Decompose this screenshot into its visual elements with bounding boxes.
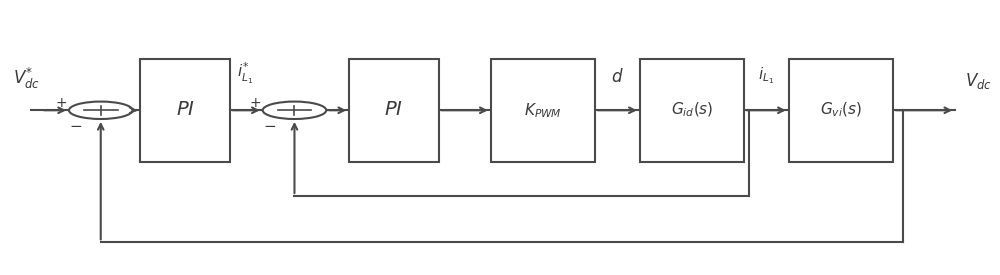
Circle shape	[263, 101, 326, 119]
Text: $d$: $d$	[611, 68, 624, 86]
Text: $-$: $-$	[69, 118, 82, 132]
Text: $+$: $+$	[55, 97, 67, 111]
Text: $PI$: $PI$	[176, 101, 195, 119]
Text: $+$: $+$	[249, 97, 261, 111]
Bar	[789, 59, 893, 162]
Text: $V_{dc}$: $V_{dc}$	[965, 71, 992, 91]
Bar	[140, 59, 230, 162]
Text: $G_{vi}(s)$: $G_{vi}(s)$	[820, 101, 862, 119]
Text: $V_{dc}^{*}$: $V_{dc}^{*}$	[13, 66, 40, 91]
Text: $i_{L_1}^{*}$: $i_{L_1}^{*}$	[237, 61, 253, 86]
Text: $-$: $-$	[263, 118, 276, 132]
Bar	[491, 59, 595, 162]
Text: $PI$: $PI$	[384, 101, 403, 119]
Bar	[640, 59, 744, 162]
Circle shape	[69, 101, 133, 119]
Bar	[349, 59, 439, 162]
Text: $K_{PWM}$: $K_{PWM}$	[524, 101, 562, 120]
Text: $G_{id}(s)$: $G_{id}(s)$	[671, 101, 713, 119]
Text: $i_{L_1}$: $i_{L_1}$	[758, 65, 774, 86]
